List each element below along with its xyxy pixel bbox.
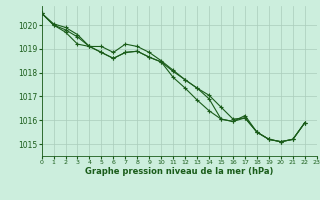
X-axis label: Graphe pression niveau de la mer (hPa): Graphe pression niveau de la mer (hPa) [85,167,273,176]
